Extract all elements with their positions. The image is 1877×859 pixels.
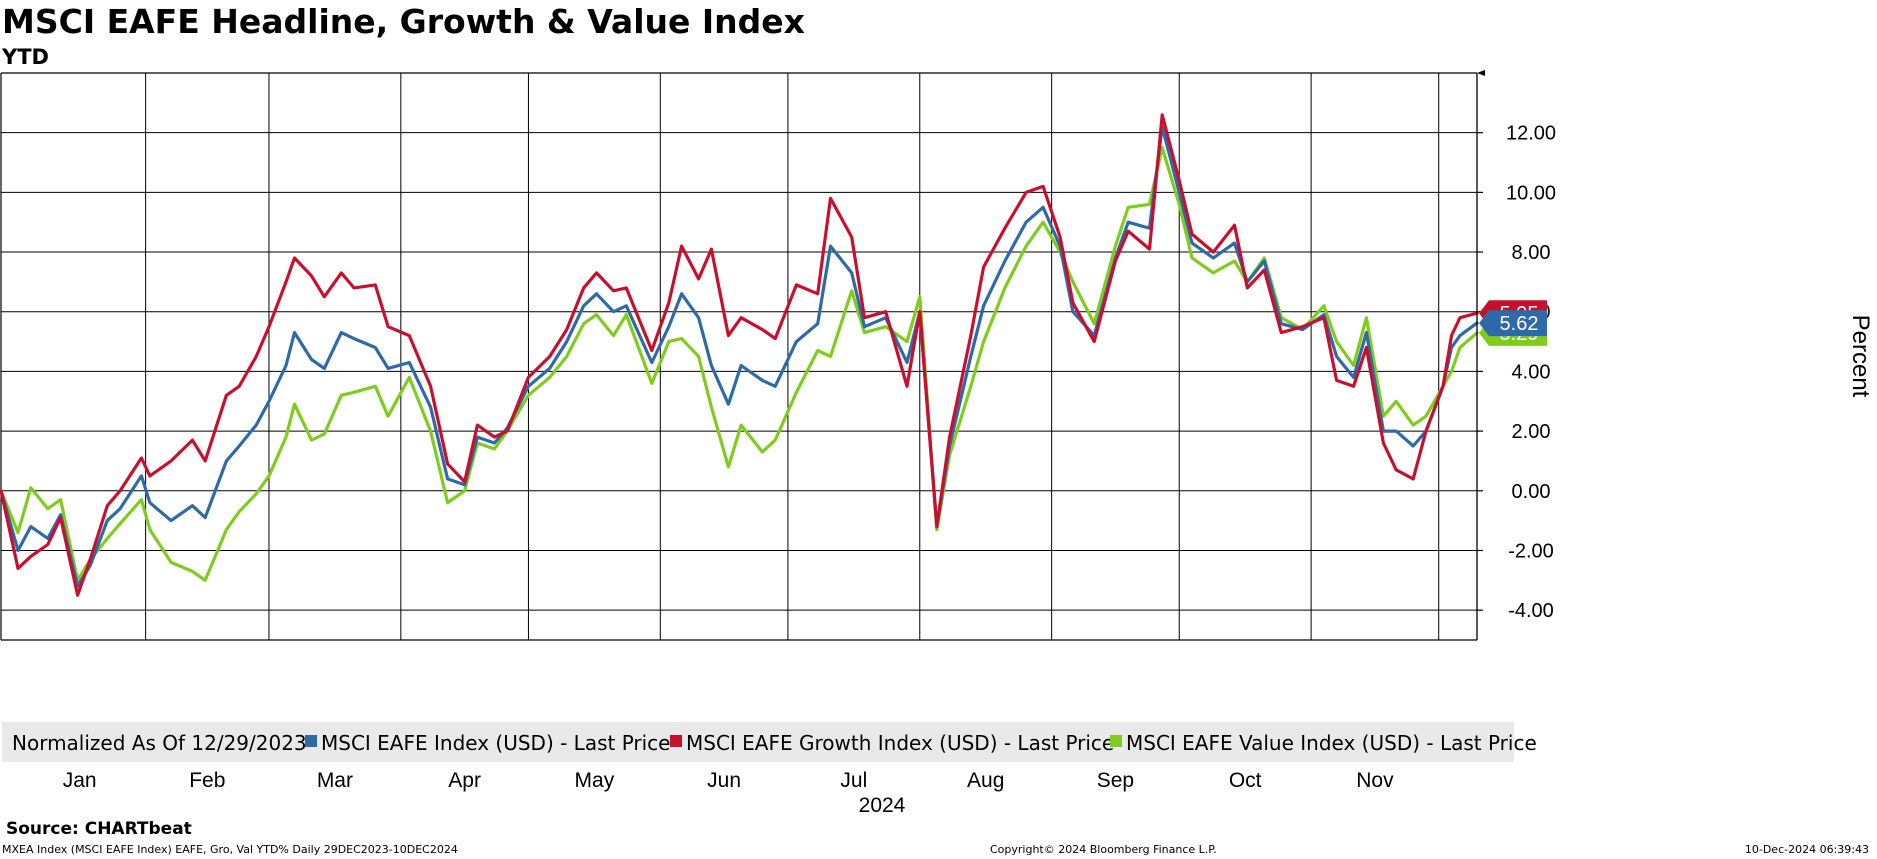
x-tick-label: Mar <box>317 769 353 792</box>
y-axis-title: Percent <box>1847 315 1874 398</box>
x-tick-label: Feb <box>189 769 225 792</box>
grid-lines <box>0 72 1477 641</box>
y-tick-label: 0.00 <box>1512 481 1551 503</box>
x-tick-label: May <box>575 769 615 792</box>
x-tick-label: Nov <box>1356 769 1394 792</box>
footer-copyright: Copyright© 2024 Bloomberg Finance L.P. <box>990 843 1217 856</box>
legend-background <box>2 722 1514 762</box>
legend-prefix: Normalized As Of 12/29/2023 <box>12 731 307 755</box>
y-tick-label: 8.00 <box>1512 242 1551 264</box>
x-tick-label: Oct <box>1229 769 1262 792</box>
chart-subtitle: YTD <box>2 45 49 69</box>
last-value-label: 5.62 <box>1500 313 1539 335</box>
legend-entry: MSCI EAFE Index (USD) - Last Price <box>321 731 670 755</box>
series-line <box>0 125 1479 588</box>
last-value-badge <box>1479 310 1547 337</box>
x-tick-label: Jul <box>840 769 867 792</box>
legend-swatch <box>670 735 682 747</box>
legend-swatch <box>305 735 317 747</box>
series-line <box>0 146 1479 582</box>
x-tick-label: Aug <box>967 769 1004 792</box>
y-tick-label: 10.00 <box>1506 182 1556 204</box>
legend-entry: MSCI EAFE Value Index (USD) - Last Price <box>1126 731 1537 755</box>
chart-title: MSCI EAFE Headline, Growth & Value Index <box>2 2 805 41</box>
axes: -4.00-2.000.002.004.006.008.0010.0012.00… <box>63 70 1874 817</box>
series-line <box>0 113 1479 597</box>
source-note: Source: CHARTbeat <box>6 819 192 839</box>
y-tick-label: -2.00 <box>1508 540 1554 562</box>
legend-swatch <box>1110 735 1122 747</box>
legend: Normalized As Of 12/29/2023 MSCI EAFE Ind… <box>2 722 1537 762</box>
y-tick-label: 4.00 <box>1512 361 1551 383</box>
legend-entry: MSCI EAFE Growth Index (USD) - Last Pric… <box>686 731 1114 755</box>
footer-timestamp: 10-Dec-2024 06:39:43 <box>1744 843 1869 856</box>
series-lines <box>0 113 1479 597</box>
x-tick-label: Jan <box>63 769 97 792</box>
x-axis-year-label: 2024 <box>859 794 906 817</box>
last-value-badges: 5.955.295.62 <box>1479 300 1547 346</box>
footer-description: MXEA Index (MSCI EAFE Index) EAFE, Gro, … <box>2 843 458 856</box>
x-tick-label: Sep <box>1097 769 1134 792</box>
y-axis-arrow <box>1477 70 1485 76</box>
y-tick-label: -4.00 <box>1508 600 1554 622</box>
y-tick-label: 2.00 <box>1512 421 1551 443</box>
x-tick-label: Apr <box>448 769 481 792</box>
x-tick-label: Jun <box>707 769 741 792</box>
y-tick-label: 12.00 <box>1506 123 1556 145</box>
